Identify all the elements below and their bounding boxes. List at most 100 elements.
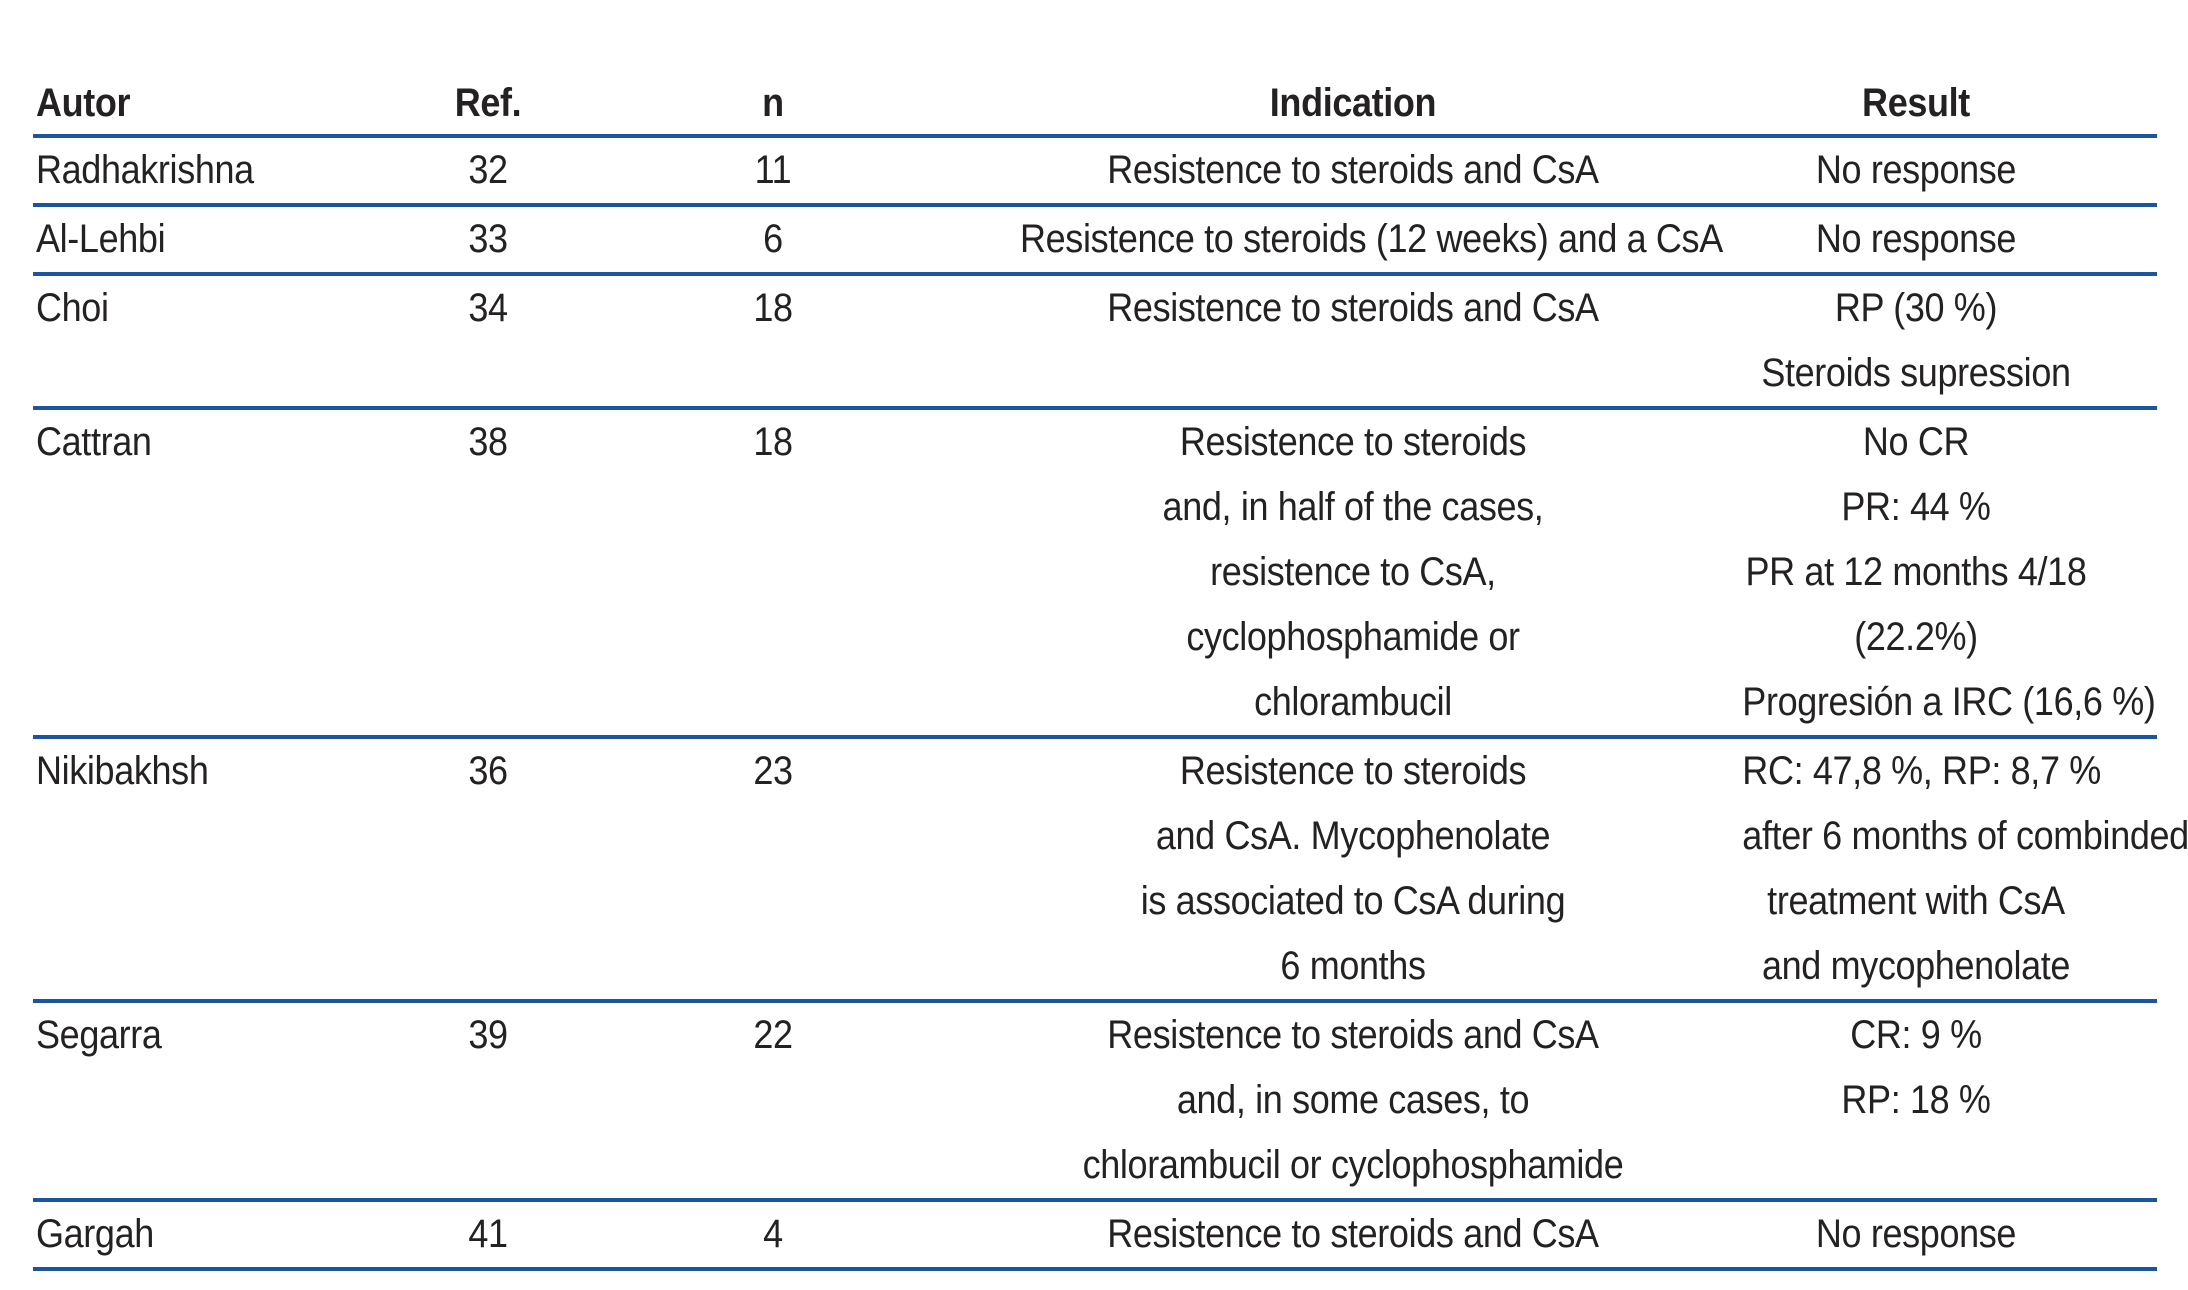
table-row: Cattran 38 18 Resistence to steroids and,… — [33, 408, 2157, 739]
indication-line: Resistence to steroids and CsA — [1107, 286, 1599, 330]
table-body: Radhakrishna 32 11 Resistence to steroid… — [33, 136, 2188, 1271]
table-row: Radhakrishna 32 11 Resistence to steroid… — [33, 136, 2157, 207]
result-line: treatment with CsA — [1767, 879, 2065, 923]
n-value: 11 — [754, 148, 792, 192]
indication-cell: Resistence to steroids and CsA. Mycopheno… — [983, 737, 1723, 1003]
table-header: Autor Ref. n Indication Result — [33, 0, 2157, 138]
indication-cell: Resistence to steroids (12 weeks) and a … — [983, 205, 1723, 276]
result-line: CR: 9 % — [1850, 1013, 1982, 1057]
result-line: Progresión a IRC (16,6 %) — [1742, 680, 2156, 724]
n-cell: 6 — [563, 205, 983, 276]
autor-cell: Choi — [33, 274, 413, 410]
autor-value: Gargah — [36, 1212, 154, 1256]
table-row: Segarra 39 22 Resistence to steroids and… — [33, 1001, 2157, 1202]
header-row: Autor Ref. n Indication Result — [33, 0, 2157, 138]
column-header-autor: Autor — [33, 0, 413, 138]
result-cell: RC: 47,8 %, RP: 8,7 % after 6 months of c… — [1723, 737, 2188, 1003]
autor-value: Cattran — [36, 420, 152, 464]
indication-line: 6 months — [1280, 944, 1426, 988]
indication-line: chlorambucil or cyclophosphamide — [1082, 1143, 1624, 1187]
result-cell: RP (30 %) Steroids supression — [1723, 274, 2157, 410]
result-line: (22.2%) — [1854, 615, 1978, 659]
ref-value: 39 — [468, 1013, 508, 1057]
result-cell: No response — [1723, 1200, 2157, 1271]
result-cell: CR: 9 % RP: 18 % — [1723, 1001, 2157, 1202]
ref-cell: 38 — [413, 408, 563, 739]
n-value: 22 — [753, 1013, 793, 1057]
result-line: No response — [1815, 217, 2017, 261]
n-value: 6 — [763, 217, 783, 261]
indication-cell: Resistence to steroids and, in half of th… — [983, 408, 1723, 739]
autor-cell: Al-Lehbi — [33, 205, 413, 276]
indication-line: is associated to CsA during — [1140, 879, 1566, 923]
indication-cell: Resistence to steroids and CsA and, in so… — [983, 1001, 1723, 1202]
ref-value: 41 — [468, 1212, 508, 1256]
ref-cell: 32 — [413, 136, 563, 207]
result-line: No CR — [1862, 420, 1970, 464]
table-row: Gargah 41 4 Resistence to steroids and C… — [33, 1200, 2157, 1271]
ref-cell: 34 — [413, 274, 563, 410]
autor-cell: Gargah — [33, 1200, 413, 1271]
result-line: PR: 44 % — [1841, 485, 1991, 529]
ref-value: 36 — [468, 749, 508, 793]
ref-value: 32 — [468, 148, 508, 192]
result-line: RP: 18 % — [1841, 1078, 1991, 1122]
column-header-indication: Indication — [983, 0, 1723, 138]
n-cell: 22 — [563, 1001, 983, 1202]
indication-line: and, in some cases, to — [1176, 1078, 1530, 1122]
n-value: 18 — [753, 420, 793, 464]
column-header-indication-label: Indication — [1269, 81, 1437, 125]
indication-cell: Resistence to steroids and CsA — [983, 1200, 1723, 1271]
n-value: 18 — [753, 286, 793, 330]
indication-line: Resistence to steroids — [1179, 749, 1527, 793]
result-line: after 6 months of combinded — [1742, 814, 2188, 858]
result-line: No response — [1815, 148, 2017, 192]
autor-value: Choi — [36, 286, 109, 330]
result-cell: No response — [1723, 205, 2157, 276]
column-header-result: Result — [1723, 0, 2157, 138]
result-cell: No CR PR: 44 % PR at 12 months 4/18 (22.2%)… — [1723, 408, 2157, 739]
result-line: PR at 12 months 4/18 — [1745, 550, 2087, 594]
autor-cell: Radhakrishna — [33, 136, 413, 207]
autor-cell: Cattran — [33, 408, 413, 739]
studies-table: Autor Ref. n Indication Result Radhakris… — [33, 0, 2188, 1271]
indication-line: Resistence to steroids and CsA — [1107, 1212, 1599, 1256]
autor-value: Al-Lehbi — [36, 217, 166, 261]
autor-cell: Segarra — [33, 1001, 413, 1202]
result-line: Steroids supression — [1761, 351, 2071, 395]
indication-cell: Resistence to steroids and CsA — [983, 136, 1723, 207]
n-cell: 18 — [563, 408, 983, 739]
n-cell: 18 — [563, 274, 983, 410]
ref-value: 34 — [468, 286, 508, 330]
n-cell: 23 — [563, 737, 983, 1003]
ref-cell: 39 — [413, 1001, 563, 1202]
result-line: RP (30 %) — [1834, 286, 1998, 330]
ref-value: 33 — [468, 217, 508, 261]
column-header-n: n — [563, 0, 983, 138]
column-header-ref: Ref. — [413, 0, 563, 138]
indication-line: Resistence to steroids — [1179, 420, 1527, 464]
ref-cell: 41 — [413, 1200, 563, 1271]
result-line: No response — [1815, 1212, 2017, 1256]
n-cell: 4 — [563, 1200, 983, 1271]
autor-value: Nikibakhsh — [36, 749, 209, 793]
n-value: 4 — [763, 1212, 783, 1256]
column-header-ref-label: Ref. — [454, 81, 522, 125]
ref-cell: 36 — [413, 737, 563, 1003]
table-row: Choi 34 18 Resistence to steroids and Cs… — [33, 274, 2157, 410]
column-header-autor-label: Autor — [36, 81, 131, 125]
indication-line: Resistence to steroids and CsA — [1107, 1013, 1599, 1057]
column-header-n-label: n — [762, 81, 784, 125]
ref-value: 38 — [468, 420, 508, 464]
result-line: and mycophenolate — [1761, 944, 2071, 988]
autor-value: Radhakrishna — [36, 148, 254, 192]
indication-line: and CsA. Mycophenolate — [1155, 814, 1551, 858]
result-line: RC: 47,8 %, RP: 8,7 % — [1742, 749, 2101, 793]
indication-line: resistence to CsA, — [1210, 550, 1496, 594]
autor-value: Segarra — [36, 1013, 162, 1057]
indication-line: Resistence to steroids and CsA — [1107, 148, 1599, 192]
table-row: Nikibakhsh 36 23 Resistence to steroids a… — [33, 737, 2188, 1003]
autor-cell: Nikibakhsh — [33, 737, 413, 1003]
ref-cell: 33 — [413, 205, 563, 276]
n-cell: 11 — [563, 136, 983, 207]
